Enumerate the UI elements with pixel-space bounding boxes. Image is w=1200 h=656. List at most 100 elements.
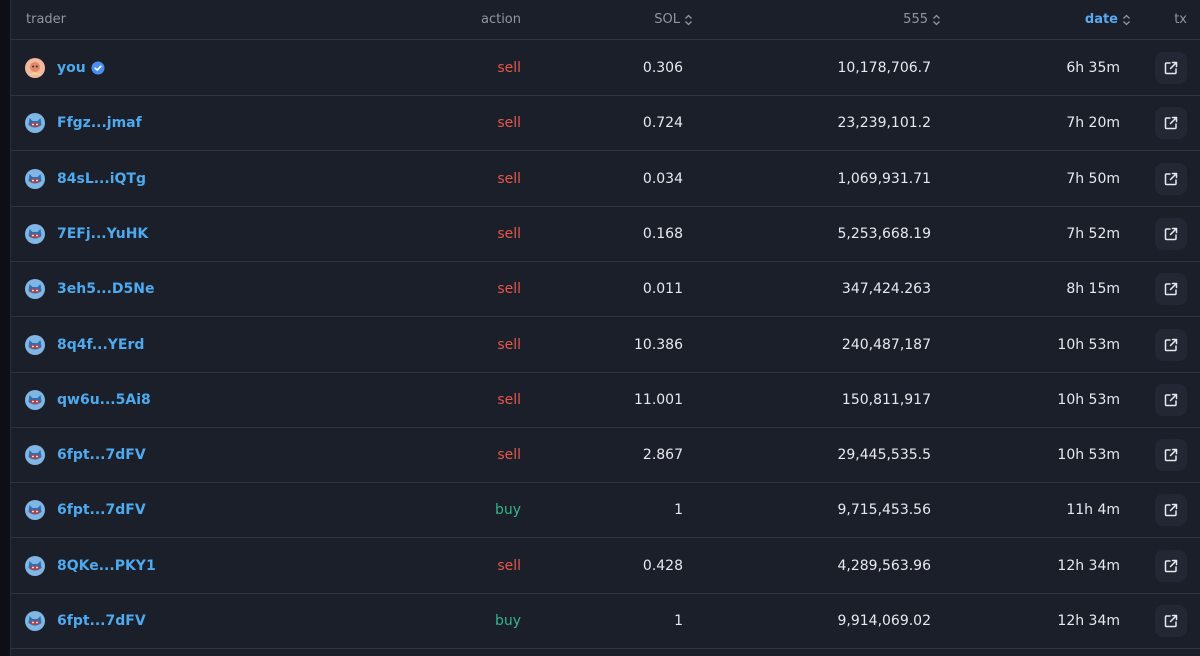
trader-cell[interactable]: 3eh5...D5Ne <box>25 262 154 316</box>
cat-avatar <box>25 223 45 244</box>
trader-cell[interactable]: qw6u...5Ai8 <box>25 373 151 427</box>
tx-link-button[interactable] <box>1155 549 1187 582</box>
action-value: buy <box>494 613 521 629</box>
tx-cell <box>1155 41 1187 95</box>
header-trader: trader <box>26 12 67 27</box>
header-tx: tx <box>1174 12 1187 27</box>
date-value: 11h 4m <box>1066 502 1120 519</box>
date-value: 10h 53m <box>1057 391 1120 408</box>
trader-cell[interactable]: 6fpt...7dFV <box>25 594 146 648</box>
trader-name[interactable]: 6fpt...7dFV <box>57 613 146 629</box>
trader-name[interactable]: 8q4f...YErd <box>57 336 145 353</box>
sol-value: 0.011 <box>642 281 683 298</box>
table-row: 84sL...iQTg sell 0.034 1,069,931.71 7h 50m <box>11 152 1200 207</box>
trader-name[interactable]: 8QKe...PKY1 <box>57 557 156 574</box>
trader-name[interactable]: you <box>57 60 86 76</box>
sol-value: 0.168 <box>642 225 683 242</box>
external-link-icon <box>1163 558 1179 574</box>
tx-cell <box>1155 594 1187 648</box>
sol-value: 0.724 <box>642 115 683 132</box>
header-token-amount[interactable]: 555 <box>903 0 941 39</box>
table-row: 6fpt...7dFV buy 1 9,715,453.56 11h 4m <box>11 483 1200 539</box>
sort-updown-icon[interactable] <box>1122 14 1131 26</box>
external-link-icon <box>1163 613 1179 629</box>
tx-link-button[interactable] <box>1155 273 1187 306</box>
tx-link-button[interactable] <box>1155 217 1187 250</box>
trader-name[interactable]: 84sL...iQTg <box>57 170 146 187</box>
token-amount-value: 5,253,668.19 <box>837 225 931 242</box>
trader-name[interactable]: 7EFj...YuHK <box>57 225 149 242</box>
trader-cell[interactable]: Ffgz...jmaf <box>25 96 142 150</box>
action-value: sell <box>497 170 521 187</box>
tx-link-button[interactable] <box>1155 162 1187 195</box>
trades-table: trader action SOL 555 date tx you sell 0.3… <box>10 0 1200 656</box>
table-row: 3eh5...D5Ne sell 0.011 347,424.263 8h 15m <box>11 262 1200 318</box>
header-sol[interactable]: SOL <box>654 0 693 39</box>
token-amount-value: 10,178,706.7 <box>837 60 931 76</box>
table-row: qw6u...5Ai8 sell 11.001 150,811,917 10h 53m <box>11 373 1200 428</box>
header-date[interactable]: date <box>1085 0 1131 39</box>
date-value: 7h 20m <box>1066 115 1120 132</box>
date-value: 7h 50m <box>1066 170 1120 187</box>
action-value: sell <box>497 281 521 298</box>
sol-value: 0.034 <box>642 170 683 187</box>
external-link-icon <box>1163 447 1179 463</box>
table-row: 6fpt...7dFV buy 1 9,914,069.02 12h 34m <box>11 594 1200 649</box>
date-value: 7h 52m <box>1066 225 1120 242</box>
action-value: sell <box>497 557 521 574</box>
sort-updown-icon[interactable] <box>684 14 693 26</box>
date-value: 8h 15m <box>1066 281 1120 298</box>
tx-cell <box>1155 539 1187 593</box>
action-value: sell <box>497 225 521 242</box>
tx-link-button[interactable] <box>1155 439 1187 472</box>
token-amount-value: 23,239,101.2 <box>837 115 931 132</box>
sort-updown-icon[interactable] <box>932 14 941 26</box>
trader-cell[interactable]: 84sL...iQTg <box>25 152 146 206</box>
cat-avatar <box>25 445 45 466</box>
tx-cell <box>1155 373 1187 427</box>
sol-value: 2.867 <box>642 447 683 464</box>
token-amount-value: 240,487,187 <box>841 336 931 353</box>
token-amount-value: 9,914,069.02 <box>837 613 931 629</box>
external-link-icon <box>1163 281 1179 297</box>
trader-cell[interactable]: 6fpt...7dFV <box>25 428 146 482</box>
trader-name[interactable]: qw6u...5Ai8 <box>57 391 151 408</box>
tx-link-button[interactable] <box>1155 605 1187 637</box>
date-value: 12h 34m <box>1057 613 1120 629</box>
tx-cell <box>1155 483 1187 537</box>
sol-value: 0.306 <box>642 60 683 76</box>
token-amount-value: 150,811,917 <box>841 391 931 408</box>
tx-cell <box>1155 428 1187 482</box>
tx-link-button[interactable] <box>1155 52 1187 84</box>
external-link-icon <box>1163 60 1179 76</box>
cat-avatar <box>25 611 45 631</box>
action-value: sell <box>497 60 521 76</box>
verified-badge-icon <box>91 61 105 75</box>
trader-name[interactable]: 6fpt...7dFV <box>57 502 146 519</box>
sol-value: 10.386 <box>634 336 683 353</box>
trader-name[interactable]: Ffgz...jmaf <box>57 115 142 132</box>
trader-cell[interactable]: 6fpt...7dFV <box>25 483 146 537</box>
external-link-icon <box>1163 502 1179 518</box>
header-date-label: date <box>1084 12 1118 27</box>
tx-link-button[interactable] <box>1155 328 1187 361</box>
cat-avatar <box>25 334 45 355</box>
sol-value: 11.001 <box>634 391 683 408</box>
header-token-label: 555 <box>903 12 928 27</box>
table-row: 7EFj...YuHK sell 0.168 5,253,668.19 7h 52m <box>11 207 1200 262</box>
tx-cell <box>1155 318 1187 372</box>
tx-link-button[interactable] <box>1155 494 1187 527</box>
sol-value: 1 <box>674 613 683 629</box>
trader-cell[interactable]: 8q4f...YErd <box>25 318 144 372</box>
token-amount-value: 347,424.263 <box>841 281 931 298</box>
external-link-icon <box>1163 337 1179 353</box>
trader-name[interactable]: 3eh5...D5Ne <box>57 281 155 298</box>
tx-link-button[interactable] <box>1155 383 1187 416</box>
trader-cell[interactable]: 8QKe...PKY1 <box>25 539 156 593</box>
action-value: sell <box>497 115 521 132</box>
action-value: sell <box>497 391 521 408</box>
trader-cell[interactable]: you <box>25 41 105 95</box>
tx-link-button[interactable] <box>1155 107 1187 140</box>
trader-name[interactable]: 6fpt...7dFV <box>57 447 146 464</box>
trader-cell[interactable]: 7EFj...YuHK <box>25 207 148 261</box>
